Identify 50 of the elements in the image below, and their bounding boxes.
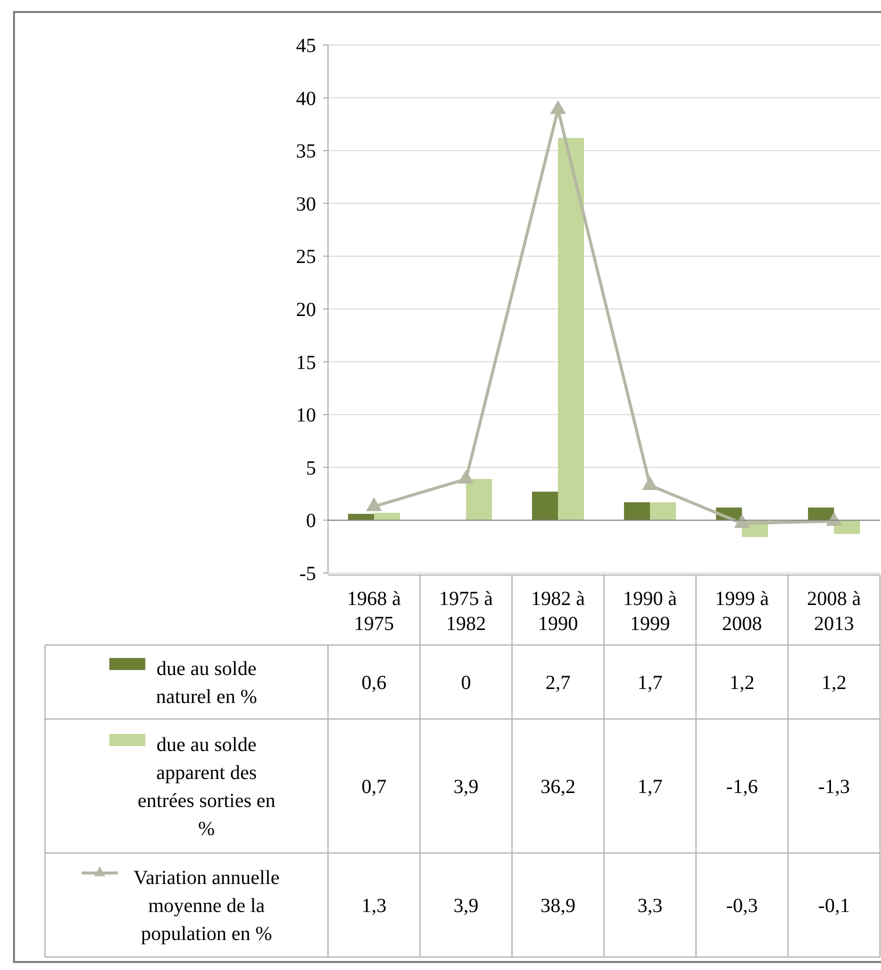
data-label: 3,3	[638, 895, 662, 917]
bar	[532, 492, 558, 520]
y-tick-label: 5	[306, 457, 316, 480]
y-tick-label: -5	[299, 563, 316, 585]
y-tick-label: 25	[296, 246, 316, 268]
legend-label: Variation annuelle moyenne de la population en %	[133, 867, 280, 945]
data-label: 1,2	[822, 672, 846, 694]
data-label: 38,9	[540, 895, 576, 917]
y-tick-label: 30	[296, 193, 316, 216]
point	[642, 476, 658, 490]
x-tick-label: 1990 à 1999	[623, 588, 678, 635]
y-tick-label: 0	[306, 510, 316, 532]
bar	[558, 138, 584, 520]
data-label: 1,2	[730, 672, 754, 694]
x-tick-label: 1968 à 1975	[347, 588, 402, 635]
point	[458, 470, 474, 484]
bar	[624, 502, 650, 520]
data-label: 0	[461, 672, 471, 694]
data-label: -1,3	[818, 776, 850, 798]
legend-label: due au solde apparent des entrées sorties en %	[138, 734, 276, 840]
point	[826, 512, 842, 526]
data-label: 1,7	[638, 776, 662, 798]
y-tick-label: 45	[296, 35, 316, 57]
bar	[466, 479, 492, 520]
legend-label: due au solde naturel en %	[156, 658, 258, 708]
point	[734, 514, 750, 528]
point	[366, 497, 382, 512]
data-label: 1,3	[362, 895, 386, 917]
data-label: 36,2	[540, 776, 576, 798]
bar	[808, 508, 834, 520]
data-label: 0,6	[362, 672, 386, 694]
data-label: -0,1	[818, 895, 850, 917]
y-tick-label: 40	[296, 88, 316, 110]
y-tick-label: 20	[296, 299, 316, 321]
data-label: 3,9	[454, 776, 478, 798]
y-tick-label: 35	[296, 140, 316, 163]
data-label: 0,7	[362, 776, 386, 798]
x-tick-label: 1975 à 1982	[439, 588, 494, 635]
y-tick-label: 10	[296, 404, 316, 427]
data-label: 3,9	[454, 895, 478, 917]
x-tick-label: 1999 à 2008	[715, 588, 770, 635]
point	[550, 100, 566, 114]
x-tick-label: 2008 à 2013	[807, 588, 862, 635]
data-label: -1,6	[726, 776, 758, 798]
y-tick-label: 15	[296, 352, 316, 374]
data-label: -0,3	[726, 895, 758, 917]
data-label: 2,7	[546, 672, 570, 694]
data-label: 1,7	[638, 672, 662, 694]
x-tick-label: 1982 à 1990	[531, 588, 586, 635]
bar	[650, 502, 676, 520]
